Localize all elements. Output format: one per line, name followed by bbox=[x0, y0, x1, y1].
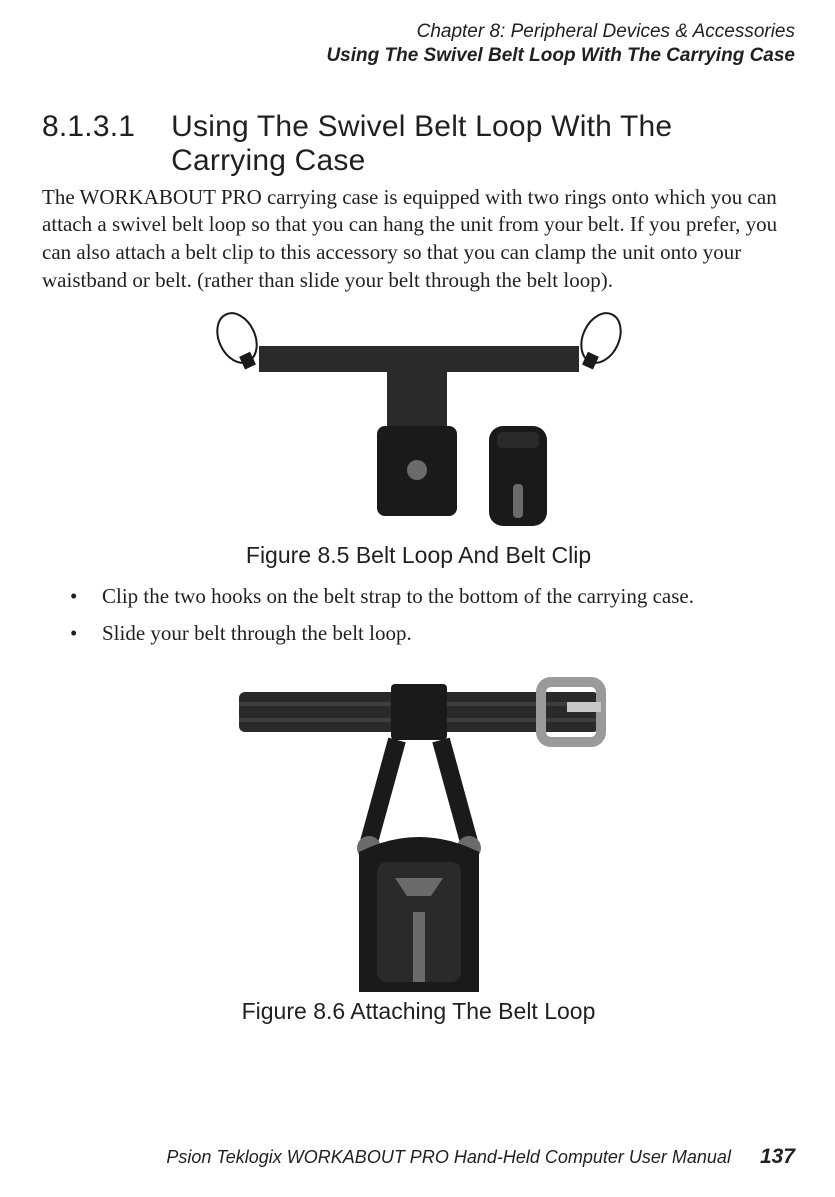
instruction-list: Clip the two hooks on the belt strap to … bbox=[42, 581, 795, 648]
attaching-belt-loop-image: Product photo of a leather belt threaded… bbox=[219, 662, 619, 992]
intro-paragraph: The WORKABOUT PRO carrying case is equip… bbox=[42, 184, 795, 295]
step-item: Clip the two hooks on the belt strap to … bbox=[70, 581, 795, 611]
footer-manual-title: Psion Teklogix WORKABOUT PRO Hand-Held C… bbox=[166, 1147, 731, 1167]
figure-8-5-caption: Figure 8.5 Belt Loop And Belt Clip bbox=[42, 542, 795, 569]
section-heading: 8.1.3.1 Using The Swivel Belt Loop With … bbox=[42, 110, 795, 178]
figure-8-5: Product photo of a black nylon belt-loop… bbox=[42, 308, 795, 569]
section-number: 8.1.3.1 bbox=[42, 110, 135, 178]
footer-page-number: 137 bbox=[760, 1145, 795, 1168]
belt-loop-and-clip-image: Product photo of a black nylon belt-loop… bbox=[189, 308, 649, 536]
header-chapter: Chapter 8: Peripheral Devices & Accessor… bbox=[42, 20, 795, 44]
manual-page: Chapter 8: Peripheral Devices & Accessor… bbox=[0, 0, 835, 1197]
figure-8-6-caption: Figure 8.6 Attaching The Belt Loop bbox=[42, 998, 795, 1025]
page-header: Chapter 8: Peripheral Devices & Accessor… bbox=[42, 20, 795, 68]
page-footer: Psion Teklogix WORKABOUT PRO Hand-Held C… bbox=[42, 1145, 795, 1169]
header-section: Using The Swivel Belt Loop With The Carr… bbox=[42, 44, 795, 68]
figure-8-6: Product photo of a leather belt threaded… bbox=[42, 662, 795, 1025]
section-title: Using The Swivel Belt Loop With The Carr… bbox=[171, 110, 795, 178]
step-item: Slide your belt through the belt loop. bbox=[70, 618, 795, 648]
